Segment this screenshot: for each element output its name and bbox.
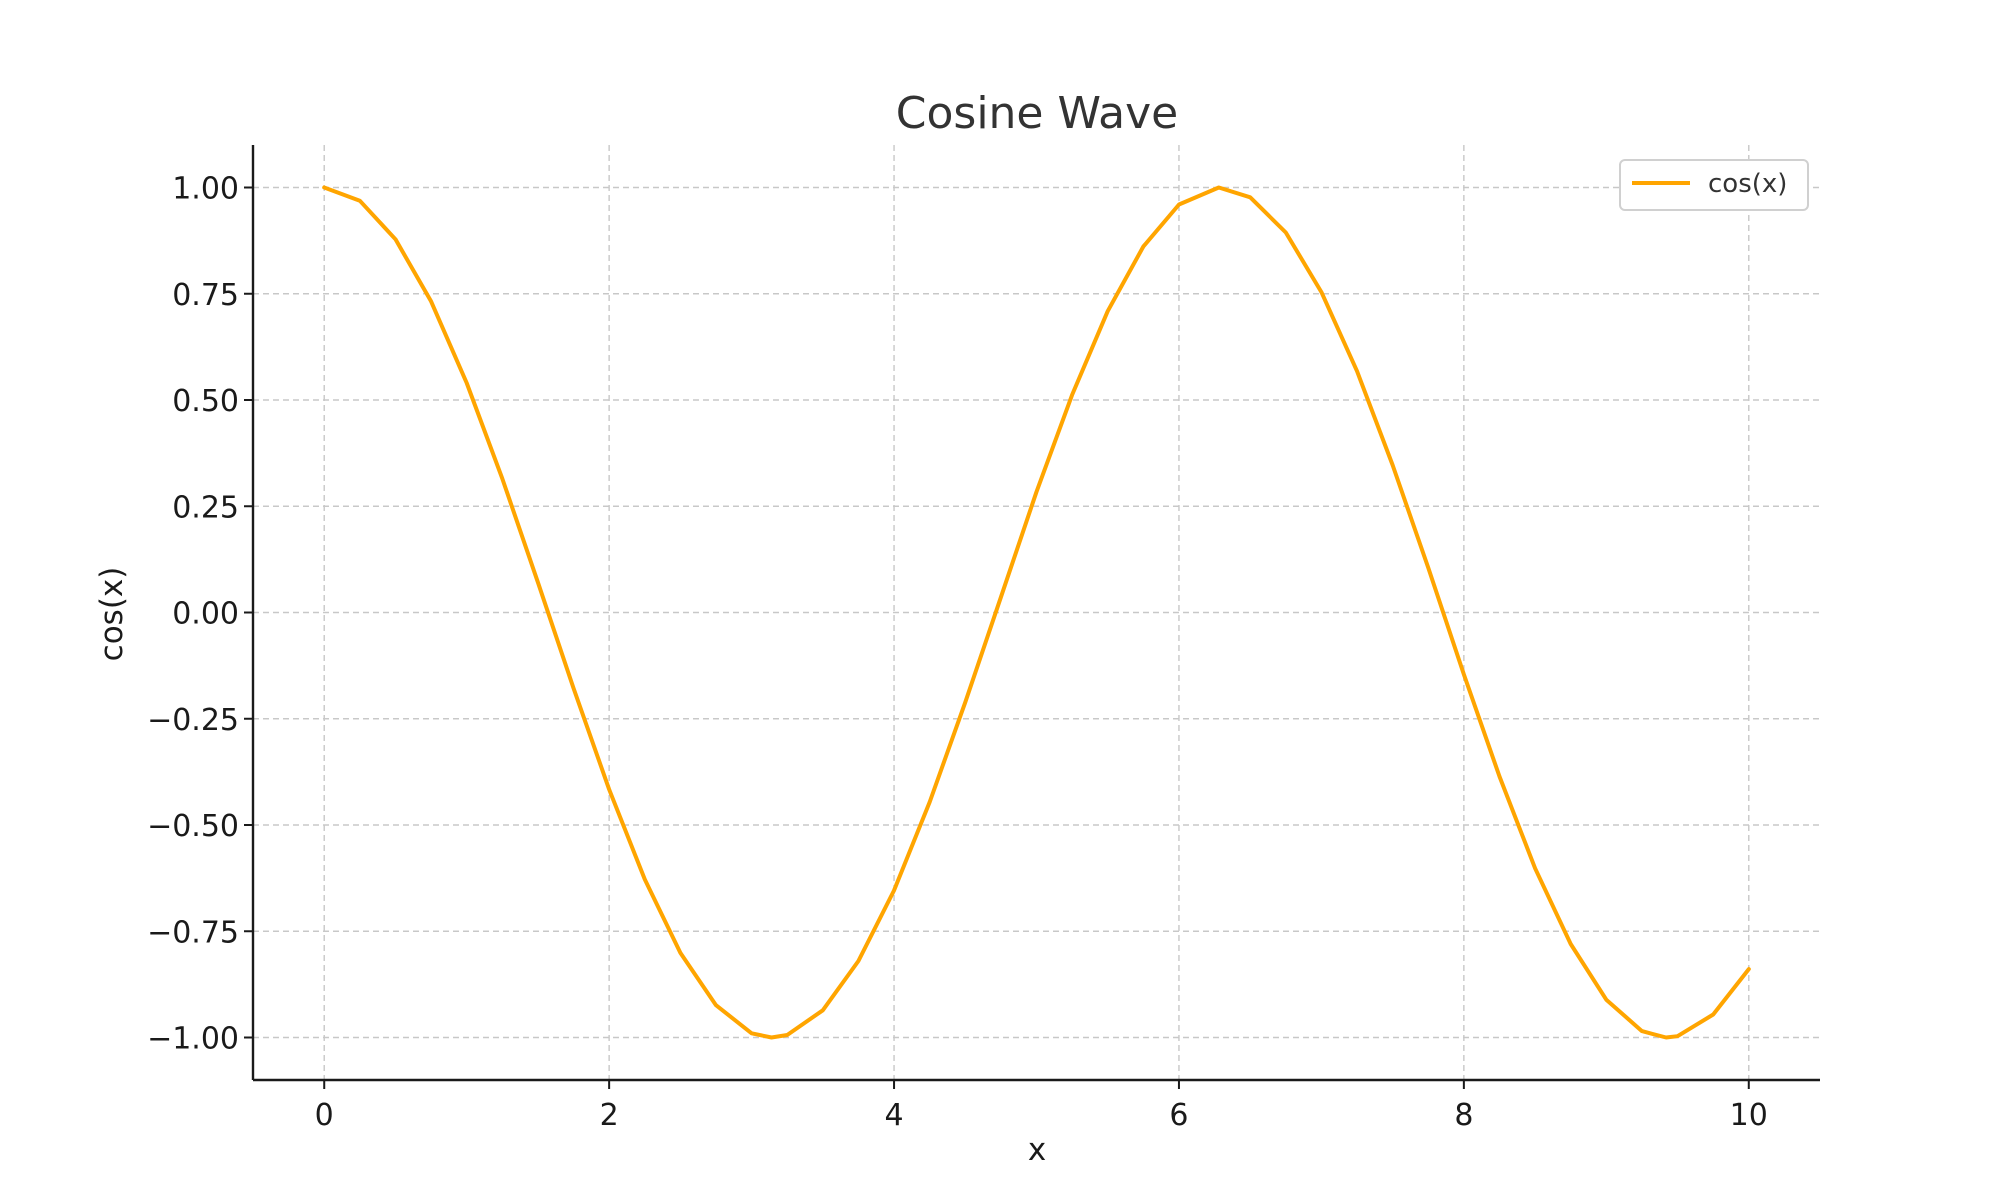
y-tick-label: −1.00 [147,1022,239,1057]
y-tick-label: −0.25 [147,703,239,738]
grid-lines [253,145,1820,1080]
legend-box [1619,159,1809,211]
x-tick-label: 4 [884,1098,903,1133]
axes [244,145,1820,1089]
y-tick-label: −0.75 [147,915,239,950]
y-tick-label: 0.75 [172,278,239,313]
legend-label-cos: cos(x) [1708,169,1787,199]
series-line-0 [322,185,1751,1040]
x-axis-title: x [1028,1132,1046,1168]
y-tick-label: 0.50 [172,384,239,419]
x-tick-label: 2 [600,1098,619,1133]
x-tick-label: 6 [1169,1098,1188,1133]
y-tick-label: 1.00 [172,172,239,207]
x-tick-label: 10 [1730,1098,1768,1133]
chart-title: Cosine Wave [896,88,1179,139]
y-tick-label: 0.25 [172,490,239,525]
legend: cos(x) [1619,159,1809,211]
series-lines [322,185,1751,1040]
tick-labels: 0 2 4 6 8 10 1.00 0.75 0.50 0.25 0.00 −0.25 −0.50 −0.… [147,172,1768,1134]
y-axis-title: cos(x) [94,567,130,662]
y-tick-label: 0.00 [172,597,239,632]
x-tick-label: 0 [315,1098,334,1133]
x-tick-label: 8 [1454,1098,1473,1133]
y-tick-label: −0.50 [147,809,239,844]
